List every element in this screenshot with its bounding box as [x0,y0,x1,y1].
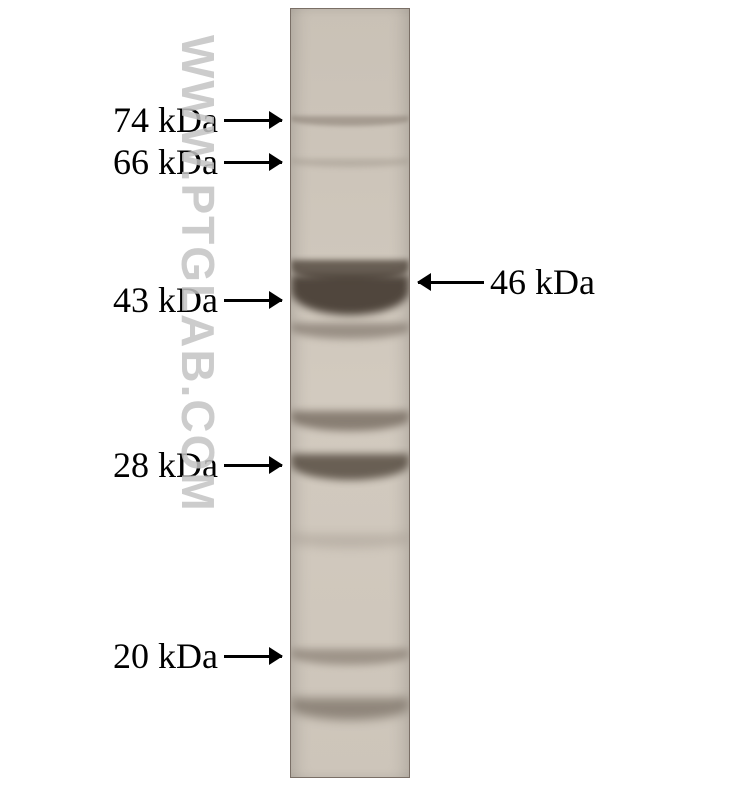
gel-figure: 74 kDa66 kDa43 kDa28 kDa20 kDa 46 kDa WW… [0,0,740,789]
marker-label-text: 46 kDa [490,261,595,303]
left-marker-1: 66 kDa [0,142,282,182]
arrow-icon [224,161,282,164]
arrow-icon [224,119,282,122]
arrow-icon [224,464,282,467]
right-marker-0: 46 kDa [418,262,740,302]
marker-label-text: 43 kDa [113,279,218,321]
gel-lane [290,8,410,778]
marker-label-text: 66 kDa [113,141,218,183]
marker-label-text: 74 kDa [113,99,218,141]
arrow-icon [224,299,282,302]
left-marker-3: 28 kDa [0,445,282,485]
marker-label-text: 28 kDa [113,444,218,486]
left-marker-2: 43 kDa [0,280,282,320]
left-marker-0: 74 kDa [0,100,282,140]
arrow-icon [224,655,282,658]
left-marker-4: 20 kDa [0,636,282,676]
marker-label-text: 20 kDa [113,635,218,677]
arrow-icon [418,281,484,284]
